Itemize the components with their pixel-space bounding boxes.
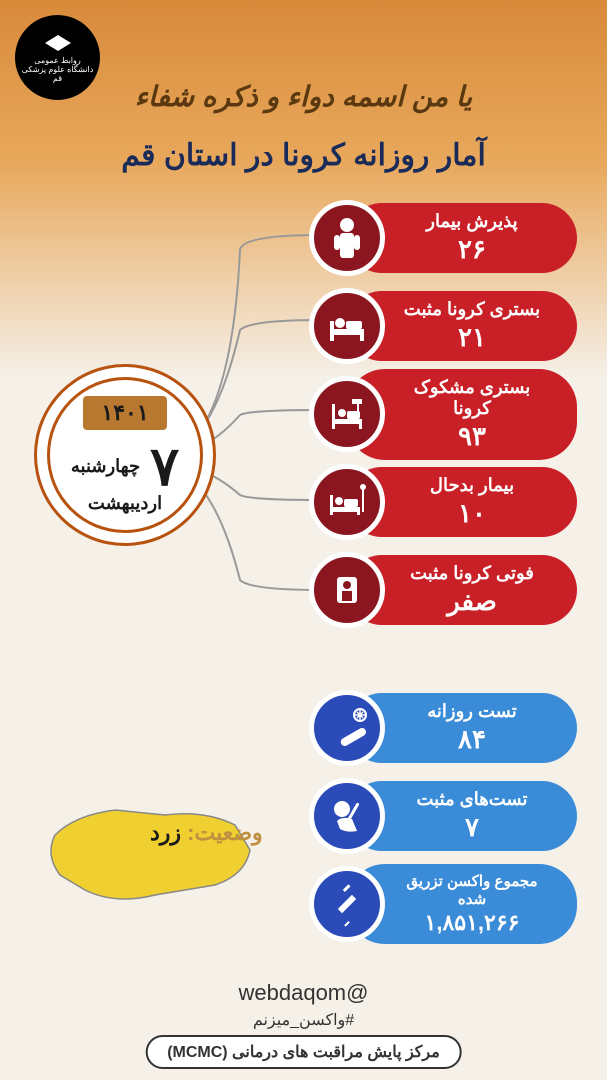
date-day: ۷ [150,435,179,498]
footer-org: مرکز پایش مراقبت های درمانی (MCMC) [145,1035,462,1069]
test-icon [309,690,385,766]
status-text: وضعیت: زرد [150,820,263,846]
stat-critical-label: بیمار بدحال [397,475,547,496]
social-handle: @webdaqom [0,980,607,1006]
icu-icon [309,464,385,540]
date-circle: ۱۴۰۱ ۷ چهارشنبه اردیبهشت [50,380,200,530]
stat-positive-test: تست‌های مثبت ۷ [309,778,577,854]
stat-daily-test: تست روزانه ۸۴ [309,690,577,766]
stat-vaccines-value: ۱,۸۵۱,۲۶۶ [397,910,547,936]
bed-icon [309,288,385,364]
stat-poshosp-value: ۲۱ [397,322,547,353]
stat-vaccines-label: مجموع واکسن تزریق شده [397,872,547,908]
syringe-icon [309,866,385,942]
date-month: اردیبهشت [88,493,162,514]
main-title: آمار روزانه کرونا در استان قم [0,138,607,173]
calligraphy-header: یا من اسمه دواء و ذکره شفاء [0,80,607,113]
stat-admission: پذیرش بیمار ۲۶ [309,200,577,276]
logo-line1: روابط عمومی [34,56,80,65]
stat-deaths-label: فوتی کرونا مثبت [397,563,547,584]
province-map [35,795,265,915]
stat-critical-value: ۱۰ [397,498,547,529]
status-value: زرد [150,820,181,845]
stat-admission-value: ۲۶ [397,234,547,265]
stat-deaths: فوتی کرونا مثبت صفر [309,552,577,628]
death-icon [309,552,385,628]
stat-dailytest-value: ۸۴ [397,724,547,755]
hospital-bed-icon [309,376,385,452]
status-label: وضعیت: [187,820,263,845]
stat-suspect-value: ۹۳ [397,421,547,452]
stat-dailytest-label: تست روزانه [397,701,547,722]
stat-poshosp-label: بستری کرونا مثبت [397,299,547,320]
hashtag: #واکسن_میزنم [0,1010,607,1030]
patient-icon [309,200,385,276]
stat-vaccines: مجموع واکسن تزریق شده ۱,۸۵۱,۲۶۶ [309,866,577,942]
stat-deaths-value: صفر [397,586,547,617]
date-year: ۱۴۰۱ [83,396,166,430]
stat-admission-label: پذیرش بیمار [397,211,547,232]
stat-critical: بیمار بدحال ۱۰ [309,464,577,540]
stat-suspect-label: بستری مشکوک کرونا [397,377,547,419]
stat-postest-label: تست‌های مثبت [397,789,547,810]
stat-postest-value: ۷ [397,812,547,843]
stat-positive-hosp: بستری کرونا مثبت ۲۱ [309,288,577,364]
swab-icon [309,778,385,854]
stat-suspect-hosp: بستری مشکوک کرونا ۹۳ [309,376,577,452]
date-weekday: چهارشنبه [71,456,140,477]
